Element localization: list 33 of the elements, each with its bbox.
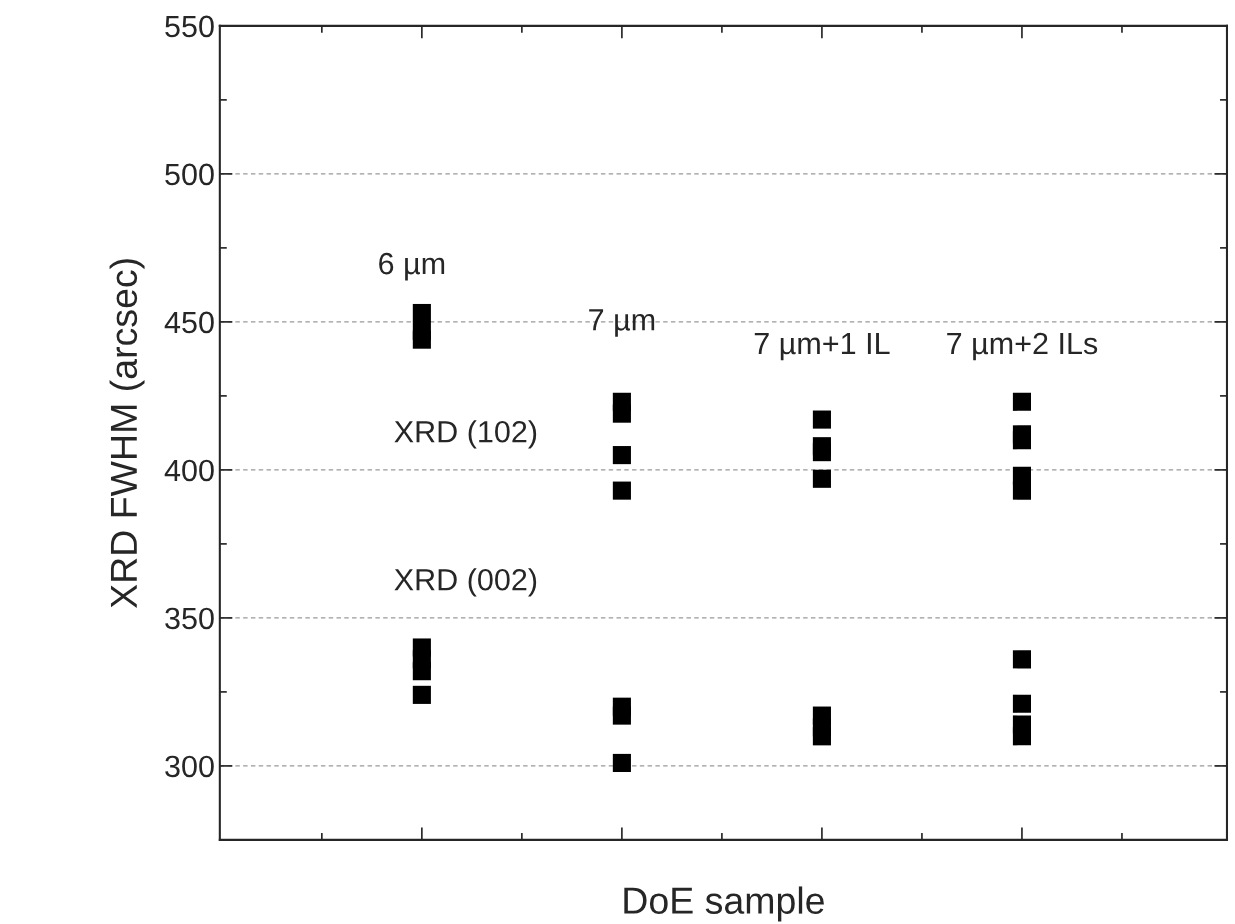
- point: [612, 404, 631, 423]
- annotation: XRD (002): [394, 568, 537, 597]
- point: [612, 706, 631, 725]
- y-axis-title: XRD FWHM (arcsec): [109, 259, 145, 609]
- y-tick-label: 550: [165, 15, 214, 38]
- point: [612, 753, 631, 773]
- point: [1012, 727, 1031, 746]
- point: [412, 685, 431, 704]
- point: [812, 469, 831, 488]
- x-axis-title: DoE sample: [624, 886, 824, 922]
- y-tick-label: 500: [165, 163, 214, 186]
- annotation: 7 µm+1 IL: [754, 333, 890, 361]
- y-tick-label: 350: [165, 607, 214, 630]
- point: [412, 662, 431, 681]
- point: [812, 727, 831, 746]
- point: [612, 481, 631, 500]
- y-tick-label: 300: [165, 755, 214, 778]
- y-tick-label: 450: [164, 311, 214, 334]
- point: [412, 303, 431, 323]
- annotation: 6 µm: [379, 252, 445, 281]
- point: [1012, 431, 1031, 450]
- point: [812, 410, 831, 429]
- point: [1012, 694, 1031, 713]
- point: [1012, 481, 1031, 500]
- y-tick-label: 400: [164, 459, 214, 482]
- point: [812, 443, 831, 462]
- annotation: XRD (102): [394, 420, 537, 449]
- point: [1012, 392, 1031, 411]
- point: [412, 330, 431, 349]
- point: [612, 446, 631, 465]
- point: [1012, 650, 1031, 669]
- annotation: 7 µm+2 ILs: [947, 332, 1098, 361]
- annotation: 7 µm: [589, 309, 655, 337]
